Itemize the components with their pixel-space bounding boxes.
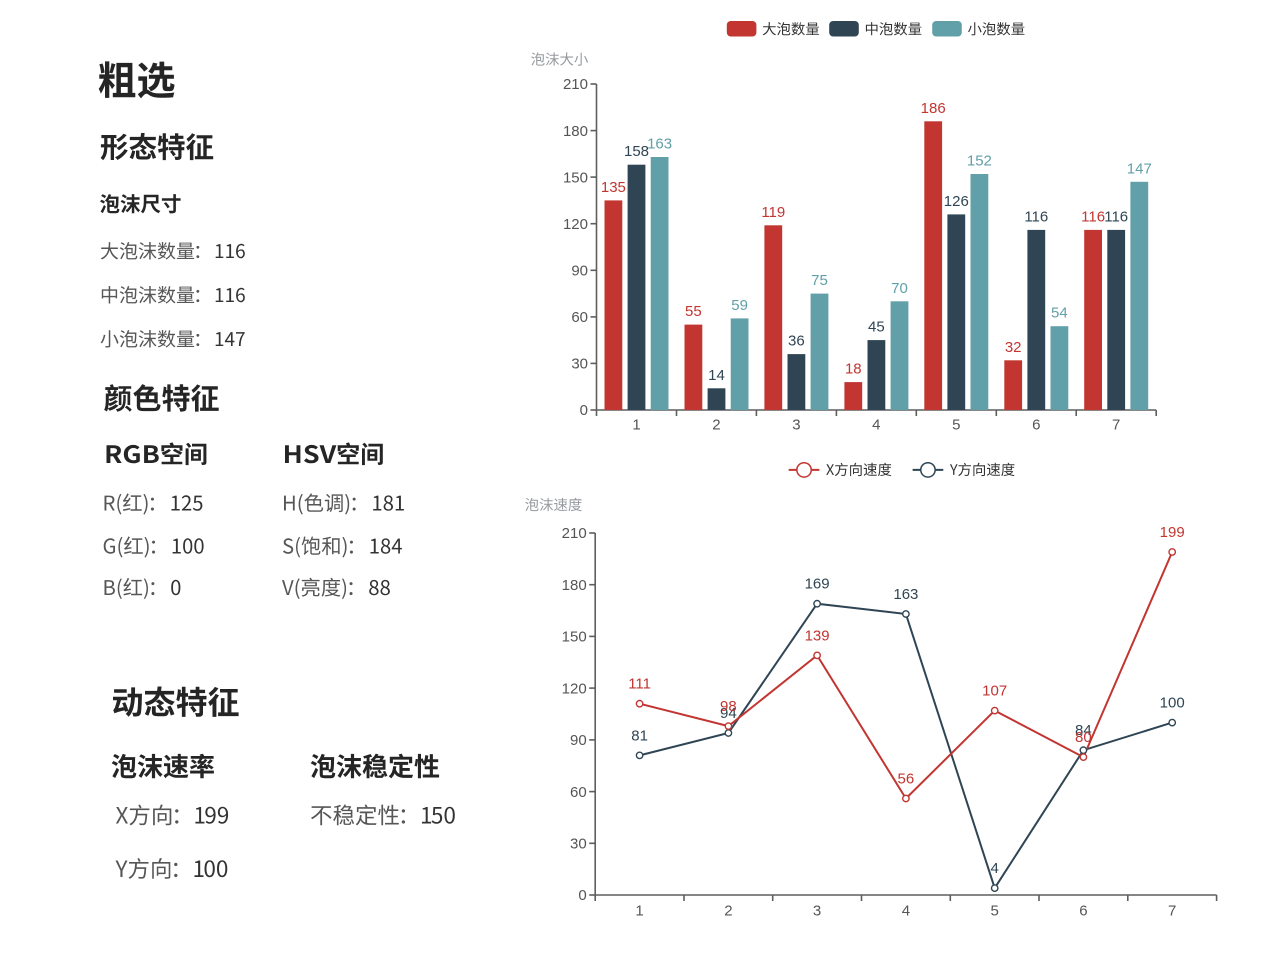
- svg-text:147: 147: [1127, 160, 1152, 177]
- svg-text:116: 116: [1104, 208, 1128, 225]
- svg-text:75: 75: [811, 272, 828, 289]
- svg-text:6: 6: [1079, 903, 1087, 920]
- svg-text:45: 45: [868, 319, 885, 336]
- svg-text:30: 30: [571, 356, 588, 373]
- svg-text:111: 111: [628, 676, 651, 693]
- svg-text:116: 116: [1081, 208, 1105, 225]
- svg-text:60: 60: [571, 309, 588, 326]
- svg-text:4: 4: [872, 417, 880, 434]
- svg-text:3: 3: [813, 903, 821, 920]
- svg-text:59: 59: [731, 297, 748, 314]
- svg-text:150: 150: [563, 169, 588, 186]
- svg-text:158: 158: [624, 143, 649, 160]
- svg-text:199: 199: [1160, 524, 1185, 541]
- svg-text:1: 1: [635, 903, 643, 920]
- svg-text:98: 98: [720, 698, 737, 715]
- svg-text:180: 180: [562, 577, 587, 594]
- svg-text:139: 139: [805, 627, 830, 644]
- svg-text:150: 150: [562, 629, 587, 646]
- svg-text:116: 116: [1024, 208, 1048, 225]
- svg-text:3: 3: [792, 417, 800, 434]
- svg-text:80: 80: [1075, 729, 1092, 746]
- svg-text:119: 119: [761, 204, 785, 221]
- svg-text:36: 36: [788, 333, 805, 350]
- svg-text:135: 135: [601, 179, 626, 196]
- svg-text:18: 18: [845, 361, 862, 378]
- svg-text:54: 54: [1051, 305, 1068, 322]
- svg-text:7: 7: [1168, 903, 1176, 920]
- svg-text:81: 81: [631, 727, 648, 744]
- svg-text:6: 6: [1032, 417, 1040, 434]
- svg-text:84: 84: [1075, 722, 1092, 739]
- svg-text:2: 2: [724, 903, 732, 920]
- svg-text:4: 4: [991, 860, 999, 877]
- svg-text:2: 2: [712, 417, 720, 434]
- svg-text:4: 4: [902, 903, 910, 920]
- svg-text:152: 152: [967, 153, 992, 170]
- svg-text:70: 70: [891, 280, 908, 297]
- svg-text:120: 120: [563, 216, 588, 233]
- svg-text:5: 5: [952, 417, 960, 434]
- svg-text:0: 0: [578, 887, 586, 904]
- svg-text:5: 5: [991, 903, 999, 920]
- svg-text:32: 32: [1005, 339, 1022, 356]
- svg-text:56: 56: [898, 771, 915, 788]
- svg-text:1: 1: [632, 417, 640, 434]
- svg-text:100: 100: [1160, 695, 1185, 712]
- svg-text:107: 107: [982, 683, 1007, 700]
- svg-text:60: 60: [570, 784, 587, 801]
- svg-text:180: 180: [563, 123, 588, 140]
- svg-text:210: 210: [562, 525, 587, 542]
- svg-text:163: 163: [893, 586, 918, 603]
- svg-text:163: 163: [647, 136, 672, 153]
- svg-text:90: 90: [571, 263, 588, 280]
- svg-text:186: 186: [921, 100, 946, 117]
- svg-text:90: 90: [570, 732, 587, 749]
- svg-text:55: 55: [685, 303, 702, 320]
- svg-text:94: 94: [720, 705, 737, 722]
- svg-text:126: 126: [944, 193, 969, 210]
- svg-text:14: 14: [708, 367, 725, 384]
- svg-text:169: 169: [805, 576, 830, 593]
- svg-text:210: 210: [563, 76, 588, 93]
- svg-text:7: 7: [1112, 417, 1120, 434]
- svg-text:0: 0: [580, 402, 588, 419]
- svg-text:120: 120: [562, 680, 587, 697]
- svg-text:30: 30: [570, 836, 587, 853]
